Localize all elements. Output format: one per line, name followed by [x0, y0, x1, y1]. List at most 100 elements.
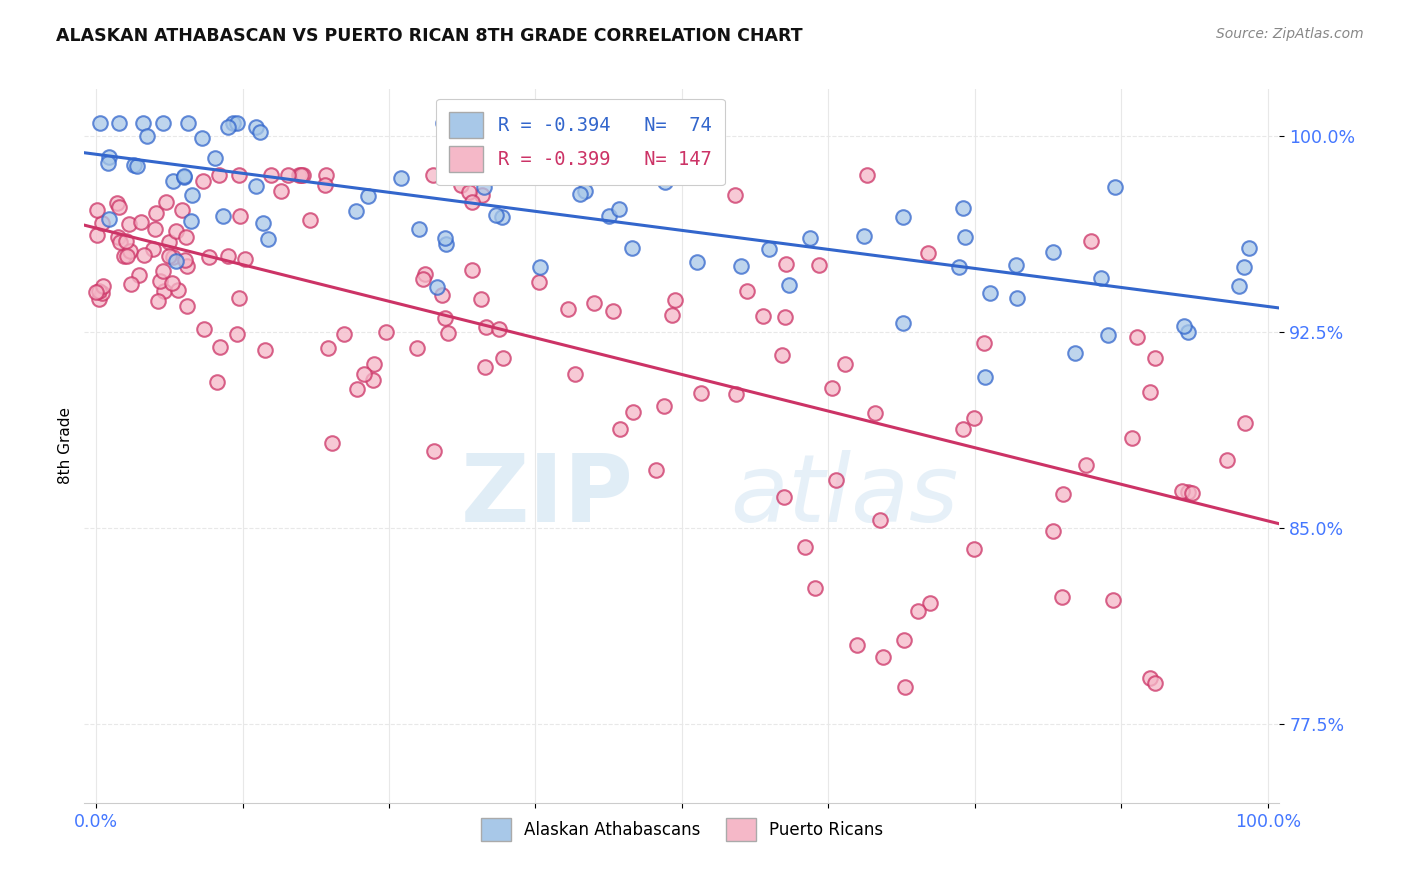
Point: [132, 116, 155, 130]
Point: [363, 357, 385, 371]
Point: [1177, 325, 1199, 339]
Point: [315, 169, 337, 183]
Point: [157, 235, 180, 249]
Point: [644, 463, 666, 477]
Point: [142, 242, 165, 256]
Point: [290, 169, 312, 183]
Point: [1101, 593, 1123, 607]
Point: [973, 369, 995, 384]
Point: [344, 203, 367, 218]
Point: [948, 260, 970, 274]
Point: [422, 169, 444, 183]
Point: [773, 491, 796, 505]
Text: ALASKAN ATHABASCAN VS PUERTO RICAN 8TH GRADE CORRELATION CHART: ALASKAN ATHABASCAN VS PUERTO RICAN 8TH G…: [56, 27, 803, 45]
Point: [1139, 384, 1161, 399]
Point: [270, 184, 292, 198]
Text: ZIP: ZIP: [461, 450, 634, 542]
Point: [758, 242, 780, 256]
Point: [162, 277, 184, 291]
Point: [204, 151, 226, 165]
Point: [108, 201, 131, 215]
Point: [86, 227, 108, 242]
Point: [389, 171, 412, 186]
Point: [574, 184, 596, 198]
Point: [152, 284, 174, 298]
Point: [557, 302, 579, 317]
Point: [918, 596, 941, 610]
Point: [259, 169, 281, 183]
Point: [426, 280, 449, 294]
Point: [257, 232, 280, 246]
Point: [492, 351, 515, 365]
Point: [461, 195, 484, 210]
Point: [207, 376, 229, 390]
Point: [91, 216, 114, 230]
Point: [685, 255, 707, 269]
Point: [952, 422, 974, 436]
Point: [1233, 416, 1256, 430]
Point: [193, 174, 215, 188]
Point: [1104, 179, 1126, 194]
Point: [475, 319, 498, 334]
Point: [460, 263, 482, 277]
Point: [807, 258, 830, 272]
Point: [165, 224, 187, 238]
Point: [254, 343, 277, 357]
Point: [471, 187, 494, 202]
Point: [209, 340, 232, 354]
Point: [1121, 432, 1143, 446]
Point: [361, 373, 384, 387]
Point: [457, 186, 479, 200]
Point: [122, 158, 145, 172]
Point: [1227, 279, 1250, 293]
Point: [825, 474, 848, 488]
Point: [228, 169, 250, 183]
Point: [217, 249, 239, 263]
Point: [346, 382, 368, 396]
Point: [245, 120, 267, 134]
Point: [413, 268, 436, 282]
Point: [484, 208, 506, 222]
Point: [167, 283, 190, 297]
Point: [1126, 330, 1149, 344]
Point: [730, 259, 752, 273]
Point: [174, 253, 197, 268]
Y-axis label: 8th Grade: 8th Grade: [58, 408, 73, 484]
Point: [408, 222, 430, 236]
Point: [607, 202, 630, 217]
Point: [288, 169, 311, 183]
Point: [208, 169, 231, 183]
Point: [664, 293, 686, 308]
Point: [491, 210, 513, 224]
Point: [1173, 318, 1195, 333]
Point: [157, 249, 180, 263]
Point: [91, 278, 114, 293]
Point: [181, 188, 204, 202]
Point: [834, 357, 856, 371]
Point: [128, 268, 150, 282]
Point: [735, 284, 758, 298]
Point: [143, 222, 166, 236]
Point: [598, 209, 620, 223]
Point: [162, 174, 184, 188]
Point: [689, 385, 711, 400]
Point: [177, 116, 200, 130]
Point: [145, 206, 167, 220]
Point: [472, 180, 495, 194]
Point: [893, 632, 915, 647]
Point: [90, 286, 112, 301]
Point: [979, 285, 1001, 300]
Point: [412, 272, 434, 286]
Point: [869, 512, 891, 526]
Point: [652, 399, 675, 413]
Point: [198, 250, 221, 264]
Point: [180, 214, 202, 228]
Point: [1144, 676, 1167, 690]
Point: [97, 211, 120, 226]
Point: [97, 156, 120, 170]
Point: [107, 230, 129, 244]
Point: [450, 178, 472, 192]
Point: [1215, 452, 1237, 467]
Point: [105, 195, 128, 210]
Point: [963, 542, 986, 557]
